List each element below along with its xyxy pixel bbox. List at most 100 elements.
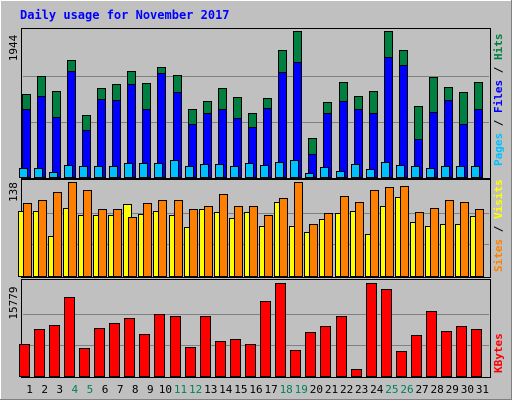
x-label-day-12: 12 [189, 383, 202, 396]
bar-pages-day-1 [19, 168, 28, 178]
bar-files-day-24 [369, 113, 378, 178]
sites-legend: Sites / Visits [492, 179, 505, 272]
bar-pages-day-22 [336, 171, 345, 178]
x-label-day-10: 10 [159, 383, 172, 396]
bar-sites-day-28 [430, 208, 439, 277]
x-label-day-8: 8 [132, 383, 139, 396]
bar-sites-day-26 [400, 186, 409, 277]
legend-pages: Pages [492, 133, 505, 166]
x-label-day-30: 30 [461, 383, 474, 396]
x-label-day-11: 11 [174, 383, 187, 396]
x-label-day-22: 22 [340, 383, 353, 396]
bar-sites-day-7 [113, 209, 122, 277]
bar-kbytes-day-25 [381, 289, 392, 377]
bar-kbytes-day-2 [34, 329, 45, 377]
bar-files-day-1 [22, 109, 31, 178]
sites-ymax-label: 138 [7, 182, 20, 202]
bar-sites-day-6 [98, 209, 107, 277]
bar-files-day-4 [67, 71, 76, 178]
bar-sites-day-18 [279, 198, 288, 277]
bar-kbytes-day-4 [64, 297, 75, 377]
bar-sites-day-2 [38, 200, 47, 277]
bar-sites-day-30 [460, 202, 469, 277]
bar-files-day-28 [429, 112, 438, 178]
bar-kbytes-day-24 [366, 283, 377, 377]
x-label-day-5: 5 [87, 383, 94, 396]
bar-sites-day-22 [340, 196, 349, 277]
bar-pages-day-9 [139, 163, 148, 178]
x-label-day-17: 17 [264, 383, 277, 396]
bar-kbytes-day-22 [336, 316, 347, 377]
bar-kbytes-day-23 [351, 369, 362, 377]
legend-files: Files [492, 80, 505, 113]
x-label-day-19: 19 [295, 383, 308, 396]
bar-kbytes-day-1 [19, 344, 30, 377]
bar-pages-day-25 [381, 162, 390, 178]
bar-files-day-22 [339, 101, 348, 178]
bar-pages-day-4 [64, 165, 73, 178]
x-label-day-9: 9 [147, 383, 154, 396]
bar-pages-day-13 [200, 164, 209, 178]
legend-hits: Hits [492, 34, 505, 61]
bar-pages-day-23 [351, 164, 360, 178]
bar-pages-day-18 [275, 162, 284, 178]
bar-sites-day-17 [264, 215, 273, 277]
bar-files-day-10 [157, 73, 166, 178]
bar-sites-day-31 [475, 209, 484, 277]
bar-sites-day-24 [370, 190, 379, 277]
bar-kbytes-day-11 [170, 316, 181, 377]
bar-kbytes-day-3 [49, 325, 60, 377]
x-label-day-1: 1 [26, 383, 33, 396]
bar-kbytes-day-31 [471, 329, 482, 377]
bar-files-day-2 [37, 96, 46, 178]
x-label-day-20: 20 [310, 383, 323, 396]
kbytes-ymax-label: 15779 [7, 286, 20, 319]
bar-pages-day-20 [305, 173, 314, 178]
bar-sites-day-16 [249, 206, 258, 277]
x-label-day-3: 3 [56, 383, 63, 396]
bar-kbytes-day-27 [411, 335, 422, 377]
bar-sites-day-12 [189, 209, 198, 277]
bar-kbytes-day-26 [396, 351, 407, 377]
bar-pages-day-5 [79, 166, 88, 178]
x-label-day-29: 29 [446, 383, 459, 396]
legend-sep-1: / [492, 113, 505, 133]
x-label-day-6: 6 [102, 383, 109, 396]
x-label-day-18: 18 [280, 383, 293, 396]
hits-legend: Pages / Files / Hits [492, 34, 505, 167]
bar-sites-day-15 [234, 206, 243, 277]
bar-kbytes-day-20 [305, 332, 316, 377]
bar-sites-day-1 [23, 203, 32, 277]
bar-kbytes-day-7 [109, 323, 120, 377]
bar-kbytes-day-8 [124, 318, 135, 377]
bar-pages-day-31 [471, 166, 480, 178]
bar-kbytes-day-10 [154, 314, 165, 377]
bar-pages-day-10 [154, 163, 163, 178]
x-label-day-21: 21 [325, 383, 338, 396]
bar-kbytes-day-30 [456, 326, 467, 377]
chart-title: Daily usage for November 2017 [20, 8, 230, 22]
bar-sites-day-23 [355, 202, 364, 277]
bar-kbytes-day-15 [230, 339, 241, 377]
bar-sites-day-14 [219, 194, 228, 277]
x-label-day-2: 2 [41, 383, 48, 396]
bar-pages-day-7 [109, 166, 118, 178]
x-label-day-13: 13 [204, 383, 217, 396]
bar-pages-day-8 [124, 163, 133, 178]
bar-pages-day-17 [260, 165, 269, 178]
bar-sites-day-27 [415, 212, 424, 277]
x-label-day-27: 27 [415, 383, 428, 396]
bar-files-day-6 [97, 99, 106, 178]
bar-kbytes-day-16 [245, 344, 256, 377]
x-label-day-14: 14 [219, 383, 233, 396]
bar-pages-day-11 [170, 160, 179, 178]
bar-sites-day-8 [128, 217, 137, 277]
bar-pages-day-19 [290, 160, 299, 178]
bar-kbytes-day-28 [426, 311, 437, 377]
bar-pages-day-3 [49, 172, 58, 178]
bar-kbytes-day-29 [441, 331, 452, 377]
bar-sites-day-3 [53, 192, 62, 277]
bar-sites-day-5 [83, 190, 92, 277]
legend-sep-3: / [492, 219, 505, 239]
